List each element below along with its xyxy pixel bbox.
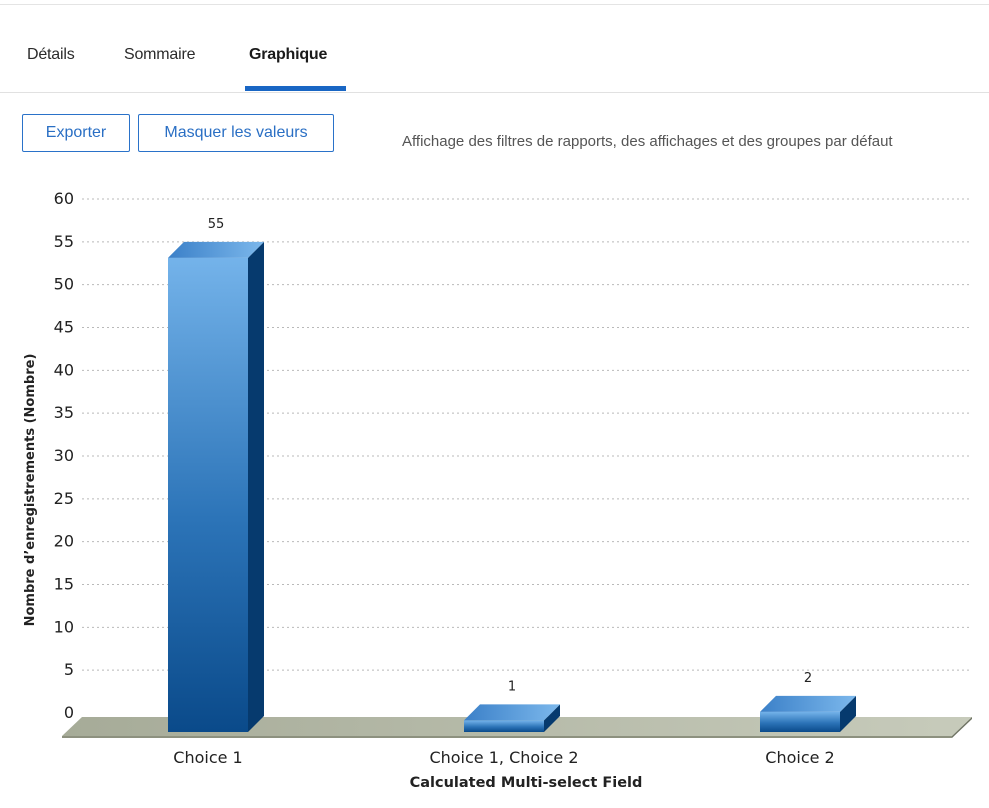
y-tick-label: 45 xyxy=(54,318,74,337)
bar-top xyxy=(464,704,560,721)
bar-top xyxy=(168,241,264,258)
tab-chart[interactable]: Graphique xyxy=(249,46,328,63)
bar-side xyxy=(248,241,264,732)
x-tick-label: Choice 1 xyxy=(173,748,242,767)
bar-side xyxy=(840,695,856,732)
y-tick-label: 10 xyxy=(54,617,74,636)
bar-front xyxy=(464,720,544,732)
bar xyxy=(168,241,264,732)
y-tick-label: 25 xyxy=(54,489,74,508)
tab-details[interactable]: Détails xyxy=(27,46,75,63)
active-tab-indicator xyxy=(245,86,346,91)
y-tick-label: 40 xyxy=(54,360,74,379)
x-axis-title: Calculated Multi-select Field xyxy=(410,775,643,791)
bars xyxy=(168,241,856,732)
data-label: 55 xyxy=(208,217,225,232)
floor-edge xyxy=(62,736,952,738)
bar-top xyxy=(760,695,856,712)
bar xyxy=(464,704,560,732)
top-divider xyxy=(0,4,989,5)
hide-values-button[interactable]: Masquer les valeurs xyxy=(138,114,334,152)
bar-front xyxy=(168,257,248,732)
data-label: 2 xyxy=(804,671,812,686)
floor-side xyxy=(952,717,972,738)
export-button[interactable]: Exporter xyxy=(22,114,130,152)
x-tick-label: Choice 1, Choice 2 xyxy=(429,748,578,767)
filter-note: Affichage des filtres de rapports, des a… xyxy=(402,133,893,150)
y-tick-label: 55 xyxy=(54,232,74,251)
tab-summary[interactable]: Sommaire xyxy=(124,46,196,63)
data-label: 1 xyxy=(508,679,516,694)
y-tick-label: 60 xyxy=(54,189,74,208)
tabs-divider xyxy=(0,92,989,93)
y-axis-title: Nombre d’enregistrements (Nombre) xyxy=(23,354,38,627)
x-tick-label: Choice 2 xyxy=(765,748,834,767)
bar xyxy=(760,695,856,732)
bar-front xyxy=(760,711,840,732)
y-tick-label: 35 xyxy=(54,403,74,422)
y-axis-ticks: 0 5 10 15 20 25 30 35 40 45 50 55 60 xyxy=(54,189,74,722)
bar-chart: 0 5 10 15 20 25 30 35 40 45 50 55 60 55 Choice 1 1 Choi… xyxy=(23,189,972,791)
y-tick-label: 30 xyxy=(54,446,74,465)
labels: 55 Choice 1 1 Choice 1, Choice 2 2 Choice 2 xyxy=(173,217,834,767)
y-tick-label: 20 xyxy=(54,532,74,551)
gridlines xyxy=(82,198,970,671)
y-tick-label: 0 xyxy=(64,703,74,722)
bar-side xyxy=(544,704,560,732)
tab-bar: Détails Sommaire Graphique xyxy=(0,40,989,92)
y-tick-label: 15 xyxy=(54,575,74,594)
y-tick-label: 5 xyxy=(64,660,74,679)
y-tick-label: 50 xyxy=(54,275,74,294)
